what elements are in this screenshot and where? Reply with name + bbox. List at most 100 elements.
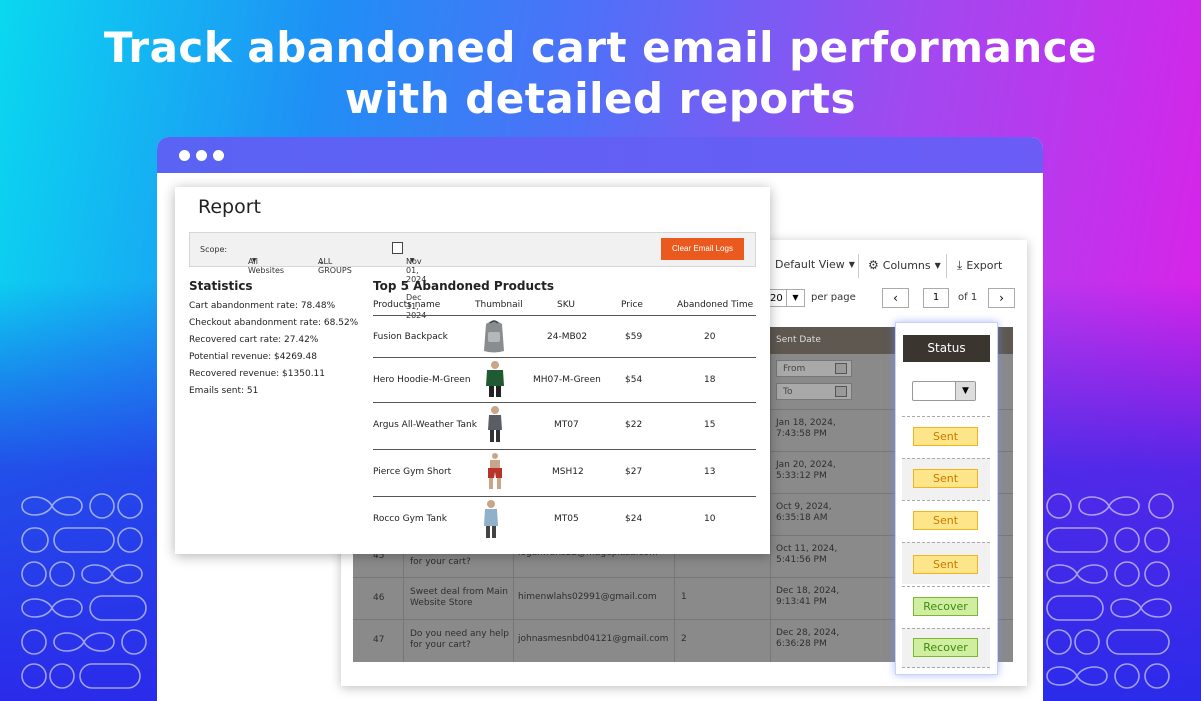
top-products-title: Top 5 Abandoned Products xyxy=(373,279,555,293)
chevron-left-icon: ‹ xyxy=(893,291,898,305)
status-badge: Sent xyxy=(913,469,978,488)
table-divider xyxy=(373,496,756,497)
product-abandoned-time: 13 xyxy=(704,467,716,477)
table-row-email: himenwlahs02991@gmail.com xyxy=(518,592,657,602)
column-header-sku: SKU xyxy=(557,300,575,310)
stat-recovered-revenue: Recovered revenue: $1350.11 xyxy=(189,369,326,379)
per-page-value: 20 xyxy=(770,293,783,304)
report-panel: Report Scope: All Websites ▼ ALL GROUPS … xyxy=(175,187,770,554)
column-header-status[interactable]: Status xyxy=(903,335,990,362)
decorative-pattern-right xyxy=(1046,493,1174,689)
group-value: ALL GROUPS xyxy=(318,257,352,275)
columns-label: Columns xyxy=(882,258,931,272)
product-name: Hero Hoodie-M-Green xyxy=(373,375,471,385)
product-price: $54 xyxy=(625,375,643,385)
status-cell: Sent xyxy=(902,500,990,542)
calendar-icon[interactable] xyxy=(835,386,847,397)
chevron-right-icon: › xyxy=(999,291,1004,305)
column-header-thumbnail: Thumbnail xyxy=(475,300,523,310)
status-badge: Sent xyxy=(913,427,978,446)
per-page-select[interactable]: 20 ▼ xyxy=(765,289,805,307)
page-number-input[interactable]: 1 xyxy=(923,288,949,308)
column-header-abandoned-time: Abandoned Time xyxy=(677,300,754,310)
export-icon: ⤓ xyxy=(957,258,963,272)
export-button[interactable]: ⤓ Export xyxy=(957,258,1002,273)
product-abandoned-time: 20 xyxy=(704,332,716,342)
report-filter-bar: Scope: All Websites ▼ ALL GROUPS ⌄ Nov 0… xyxy=(189,232,756,320)
product-abandoned-time: 15 xyxy=(704,420,716,430)
chevron-down-icon: ⌄ xyxy=(318,257,325,266)
status-filter-select[interactable]: ▼ xyxy=(912,381,976,401)
stat-potential-revenue: Potential revenue: $4269.48 xyxy=(189,352,317,362)
total-pages: of 1 xyxy=(958,292,978,303)
table-row-count: 1 xyxy=(681,592,687,602)
stat-checkout-abandonment-rate: Checkout abandonment rate: 68.52% xyxy=(189,318,359,328)
product-price: $59 xyxy=(625,332,643,342)
scope-value: All Websites xyxy=(248,257,285,275)
headline: Track abandoned cart email performance w… xyxy=(0,22,1201,124)
table-divider xyxy=(373,357,756,358)
status-badge: Recover xyxy=(913,638,978,657)
gym-tank-thumbnail xyxy=(484,500,498,538)
column-divider xyxy=(770,354,771,662)
product-name: Argus All-Weather Tank xyxy=(373,420,477,430)
calendar-icon[interactable] xyxy=(835,363,847,374)
default-view-label: Default View xyxy=(775,258,845,271)
next-page-button[interactable]: › xyxy=(988,288,1015,308)
columns-dropdown[interactable]: ⚙ Columns ▼ xyxy=(868,258,941,272)
caret-down-icon: ▼ xyxy=(955,382,975,400)
table-row-subject: Sweet deal from Main Website Store xyxy=(410,587,508,608)
table-row-date: Dec 18, 2024, 9:13:41 PM xyxy=(776,586,840,607)
status-badge: Sent xyxy=(913,555,978,574)
export-label: Export xyxy=(966,259,1003,272)
calendar-icon xyxy=(392,242,403,254)
table-row-date: Oct 9, 2024, 6:35:18 AM xyxy=(776,502,832,523)
prev-page-button[interactable]: ‹ xyxy=(882,288,909,308)
table-row-subject: Do you need any help for your cart? xyxy=(410,629,509,650)
product-sku: MT07 xyxy=(554,420,579,430)
browser-titlebar xyxy=(157,137,1043,173)
date-from-field[interactable]: From xyxy=(776,360,852,377)
status-column-highlight: Status ▼ Sent Sent Sent Sent Recover Rec… xyxy=(895,322,998,675)
product-name: Rocco Gym Tank xyxy=(373,514,447,524)
table-divider xyxy=(373,402,756,403)
product-sku: MT05 xyxy=(554,514,579,524)
page-title: Report xyxy=(198,196,261,218)
stat-cart-abandonment-rate: Cart abandonment rate: 78.48% xyxy=(189,301,336,311)
product-price: $24 xyxy=(625,514,643,524)
column-header-sent-date[interactable]: Sent Date xyxy=(776,335,821,345)
table-row-id: 45 xyxy=(373,551,385,561)
per-page-label: per page xyxy=(811,292,856,303)
product-sku: MH07-M-Green xyxy=(533,375,601,385)
status-badge: Recover xyxy=(913,597,978,616)
default-view-dropdown[interactable]: Default View ▼ xyxy=(775,258,855,271)
table-row-count: 2 xyxy=(681,634,687,644)
status-cell: Sent xyxy=(902,542,990,584)
date-from-placeholder: From xyxy=(783,364,806,374)
table-row-date: Jan 20, 2024, 5:33:12 PM xyxy=(776,460,836,481)
window-dot-icon xyxy=(179,149,190,161)
status-cell: Recover xyxy=(902,586,990,628)
status-badge: Sent xyxy=(913,511,978,530)
date-to-field[interactable]: To xyxy=(776,383,852,400)
status-cell: Sent xyxy=(902,416,990,458)
product-price: $22 xyxy=(625,420,643,430)
table-row-id: 47 xyxy=(373,635,385,645)
stat-recovered-cart-rate: Recovered cart rate: 27.42% xyxy=(189,335,319,345)
headline-line-2: with detailed reports xyxy=(344,74,857,123)
table-row-date: Jan 18, 2024, 7:43:58 PM xyxy=(776,418,836,439)
statistics-title: Statistics xyxy=(189,279,253,293)
stat-emails-sent: Emails sent: 51 xyxy=(189,386,259,396)
caret-down-icon: ▼ xyxy=(248,257,257,264)
caret-down-icon: ▼ xyxy=(934,260,941,270)
caret-down-icon: ▼ xyxy=(848,260,855,269)
table-divider xyxy=(373,315,756,316)
row-divider xyxy=(353,619,1013,620)
decorative-pattern-left xyxy=(21,493,147,689)
column-header-product-name: Products name xyxy=(373,300,441,310)
caret-down-icon: ▼ xyxy=(406,257,415,264)
product-sku: 24-MB02 xyxy=(547,332,588,342)
table-row-id: 46 xyxy=(373,593,385,603)
product-name: Fusion Backpack xyxy=(373,332,448,342)
clear-email-logs-button[interactable]: Clear Email Logs xyxy=(661,238,744,260)
